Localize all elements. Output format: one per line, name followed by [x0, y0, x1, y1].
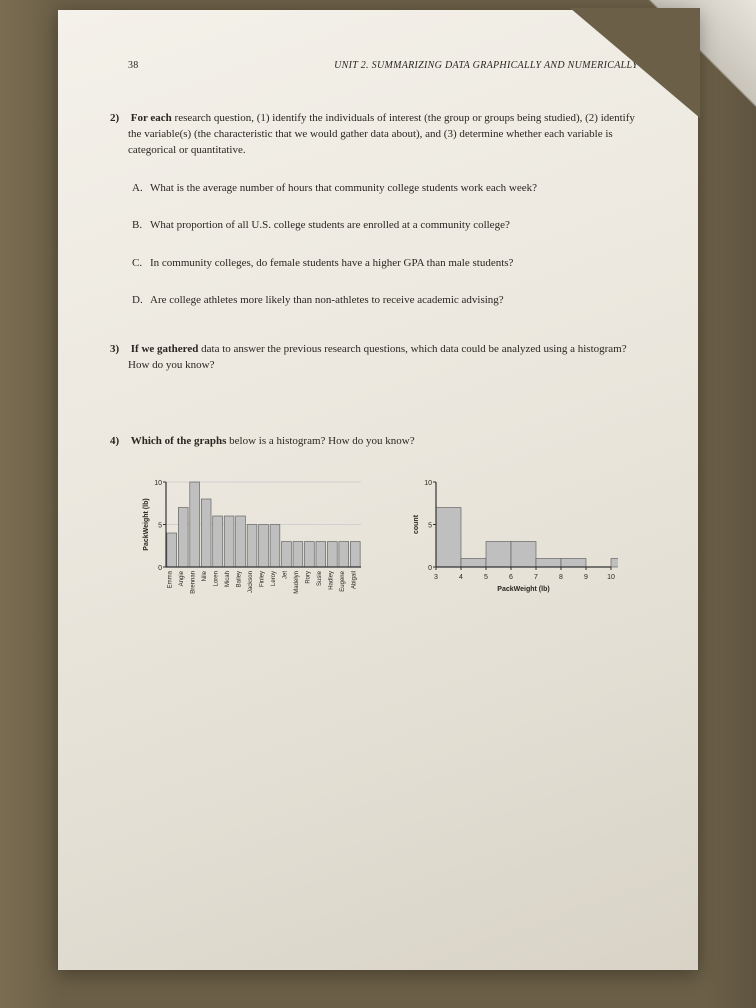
svg-text:7: 7: [534, 574, 538, 581]
svg-text:10: 10: [154, 480, 162, 487]
question-3: 3) If we gathered data to answer the pre…: [128, 342, 638, 374]
svg-text:Hadley: Hadley: [328, 571, 334, 590]
svg-text:Loren: Loren: [214, 571, 220, 586]
svg-text:5: 5: [158, 523, 162, 530]
svg-text:Susie: Susie: [317, 571, 323, 587]
svg-text:Brennan: Brennan: [191, 571, 197, 594]
histogram-right: 0 5 10 3 4 5 6 7 8 9 10 count PackWeight (lb): [408, 476, 618, 631]
question-body: below is a histogram? How do you know?: [226, 435, 414, 447]
question-number: 3): [110, 342, 128, 358]
svg-text:PackWeight (lb): PackWeight (lb): [497, 586, 549, 593]
svg-text:10: 10: [607, 574, 615, 581]
svg-text:Angie: Angie: [179, 571, 185, 587]
svg-text:Abigail: Abigail: [351, 571, 357, 589]
svg-text:Leroy: Leroy: [271, 571, 277, 586]
svg-text:count: count: [413, 514, 420, 534]
svg-text:0: 0: [158, 565, 162, 572]
desk-surface-left: [0, 0, 60, 1008]
svg-text:Micah: Micah: [225, 571, 231, 587]
svg-text:3: 3: [434, 574, 438, 581]
subitem-letter: D.: [132, 293, 150, 308]
svg-text:Emma: Emma: [168, 571, 174, 589]
question-4: 4) Which of the graphs below is a histog…: [128, 434, 638, 450]
question-lead: If we gathered: [131, 343, 199, 355]
svg-text:9: 9: [584, 574, 588, 581]
svg-text:10: 10: [424, 480, 432, 487]
charts-row: 0 5 10 Emma Angie Brennan Nile Loren Micah Bailey…: [138, 476, 638, 631]
svg-text:Eugene: Eugene: [340, 571, 346, 592]
bar-chart-left: 0 5 10 Emma Angie Brennan Nile Loren Micah Bailey…: [138, 476, 368, 631]
subitem-text: What is the average number of hours that…: [150, 182, 537, 194]
svg-text:Madelyn: Madelyn: [294, 571, 300, 594]
subitem-letter: B.: [132, 218, 150, 233]
page-header: 38 UNIT 2. SUMMARIZING DATA GRAPHICALLY …: [128, 60, 638, 71]
question-number: 4): [110, 434, 128, 450]
svg-text:Rory: Rory: [305, 571, 311, 584]
page-dog-ear: [570, 8, 700, 118]
question-body: data to answer the previous research que…: [128, 343, 627, 371]
question-2-subitem: C.In community colleges, do female stude…: [150, 256, 638, 271]
svg-text:Jackson: Jackson: [248, 571, 254, 593]
question-body: research question, (1) identify the indi…: [128, 112, 635, 156]
question-2-subitem: B.What proportion of all U.S. college st…: [150, 218, 638, 233]
question-2-subitem: D.Are college athletes more likely than …: [150, 293, 638, 308]
svg-text:Nile: Nile: [202, 571, 208, 582]
page-number: 38: [128, 60, 139, 71]
question-2-subitem: A.What is the average number of hours th…: [150, 181, 638, 196]
svg-text:4: 4: [459, 574, 463, 581]
svg-text:5: 5: [484, 574, 488, 581]
question-2: 2) For each research question, (1) ident…: [128, 111, 638, 308]
worksheet-page: 38 UNIT 2. SUMMARIZING DATA GRAPHICALLY …: [58, 10, 698, 970]
question-lead: For each: [131, 112, 172, 124]
subitem-text: What proportion of all U.S. college stud…: [150, 219, 510, 231]
subitem-text: In community colleges, do female student…: [150, 257, 513, 269]
svg-text:6: 6: [509, 574, 513, 581]
svg-text:PackWeight (lb): PackWeight (lb): [143, 498, 150, 550]
question-lead: Which of the graphs: [131, 435, 227, 447]
desk-surface-right: [706, 0, 756, 1008]
question-number: 2): [110, 111, 128, 127]
svg-text:5: 5: [428, 523, 432, 530]
subitem-letter: C.: [132, 256, 150, 271]
svg-text:0: 0: [428, 565, 432, 572]
svg-text:Bailey: Bailey: [237, 571, 243, 587]
subitem-letter: A.: [132, 181, 150, 196]
subitem-text: Are college athletes more likely than no…: [150, 294, 504, 306]
svg-text:8: 8: [559, 574, 563, 581]
svg-text:Finley: Finley: [260, 571, 266, 587]
svg-text:Jet: Jet: [282, 571, 288, 579]
